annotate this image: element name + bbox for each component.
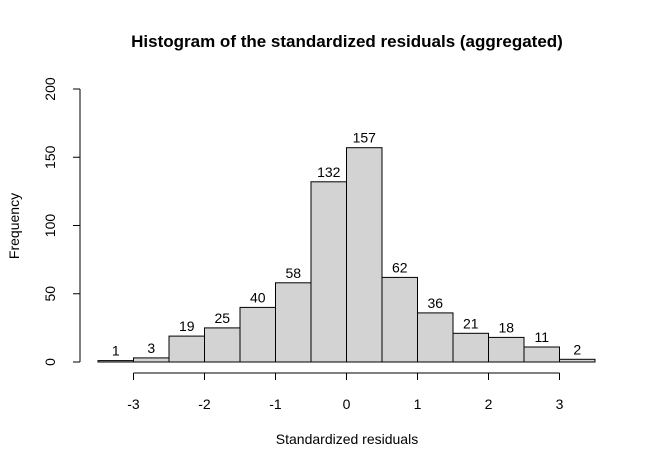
y-axis: 0 50 100 150 200 [42, 77, 81, 366]
histogram-bar [275, 282, 312, 363]
bar-count-label: 36 [428, 295, 444, 311]
histogram-bar [417, 312, 454, 363]
bar-count-label: 25 [215, 310, 231, 326]
histogram-bar [381, 276, 418, 363]
histogram-bar [239, 306, 276, 363]
x-tick-label: 1 [414, 396, 422, 412]
bar-count-label: 40 [250, 289, 266, 305]
bar-count-label: 58 [286, 265, 302, 281]
histogram-bar [559, 358, 596, 363]
y-tick-label: 200 [42, 77, 58, 101]
y-tick-label: 0 [42, 358, 58, 366]
histogram-bar [168, 335, 205, 363]
histogram-bar [204, 327, 241, 363]
histogram-bar [133, 357, 170, 363]
bar-count-label: 62 [392, 259, 408, 275]
histogram-bar [97, 360, 134, 363]
bar-count-label: 19 [179, 318, 195, 334]
x-tick-label: -3 [127, 396, 140, 412]
y-tick-label: 150 [42, 145, 58, 169]
histogram-bar [346, 147, 383, 363]
x-axis: -3 -2 -1 0 1 2 3 [127, 372, 564, 412]
bar-count-label: 1 [112, 343, 120, 359]
bar-count-label: 157 [353, 130, 377, 146]
bar-count-label: 132 [317, 164, 341, 180]
bars-group [97, 147, 596, 363]
bar-count-label: 3 [147, 340, 155, 356]
histogram-bar [488, 336, 525, 363]
y-tick-label: 100 [42, 214, 58, 238]
bar-count-label: 2 [573, 341, 581, 357]
x-tick-label: -1 [269, 396, 282, 412]
bar-count-label: 18 [499, 319, 515, 335]
histogram-bar [452, 332, 489, 363]
y-tick-label: 50 [42, 286, 58, 302]
bar-count-label: 11 [535, 329, 550, 345]
x-tick-label: 2 [485, 396, 493, 412]
x-axis-label: Standardized residuals [276, 431, 418, 447]
chart-title: Histogram of the standardized residuals … [131, 32, 563, 51]
x-tick-label: 3 [556, 396, 564, 412]
histogram-bar [523, 346, 560, 363]
x-tick-label: -2 [198, 396, 211, 412]
y-axis-label: Frequency [6, 193, 22, 259]
bar-count-label: 21 [463, 315, 479, 331]
x-tick-label: 0 [343, 396, 351, 412]
histogram-bar [310, 181, 347, 363]
